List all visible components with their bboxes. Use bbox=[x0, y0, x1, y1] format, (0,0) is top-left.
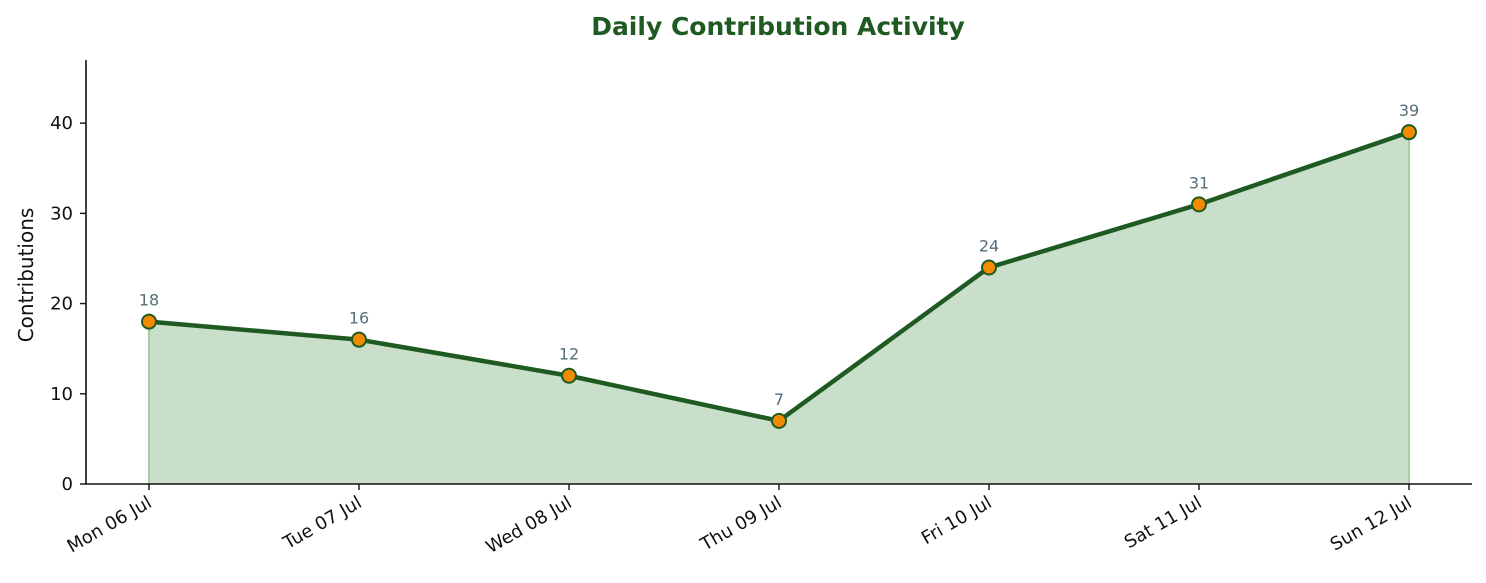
y-tick-label: 0 bbox=[62, 474, 73, 495]
data-label: 31 bbox=[1189, 173, 1209, 192]
data-label: 24 bbox=[979, 236, 999, 255]
y-tick-label: 10 bbox=[50, 384, 73, 405]
data-label: 39 bbox=[1399, 101, 1419, 120]
x-tick-label: Thu 09 Jul bbox=[696, 492, 785, 556]
data-point bbox=[141, 313, 157, 330]
data-point bbox=[561, 367, 577, 384]
data-label: 16 bbox=[349, 309, 369, 328]
data-label: 18 bbox=[139, 291, 159, 310]
y-tick-label: 30 bbox=[50, 203, 73, 224]
area-fill bbox=[149, 132, 1409, 484]
data-point bbox=[1191, 196, 1207, 213]
data-label: 12 bbox=[559, 345, 579, 364]
data-point bbox=[981, 259, 997, 276]
y-axis-title: Contributions bbox=[14, 208, 38, 343]
x-tick-label: Sun 12 Jul bbox=[1327, 492, 1416, 555]
x-tick-label: Mon 06 Jul bbox=[64, 492, 156, 557]
data-point bbox=[771, 412, 787, 429]
data-point bbox=[351, 331, 367, 348]
x-tick-label: Tue 07 Jul bbox=[279, 492, 366, 554]
chart-title: Daily Contribution Activity bbox=[591, 12, 965, 41]
data-point bbox=[1401, 124, 1417, 141]
plot-area: 0 10 20 30 40 Mon 06 Jul Tue 07 Jul Wed 08 Jul T… bbox=[50, 60, 1472, 558]
y-tick-label: 40 bbox=[50, 113, 73, 134]
x-tick-label: Sat 11 Jul bbox=[1121, 492, 1206, 553]
data-label: 7 bbox=[774, 390, 784, 409]
x-tick-label: Fri 10 Jul bbox=[918, 492, 996, 549]
x-tick-label: Wed 08 Jul bbox=[482, 492, 575, 558]
y-tick-label: 20 bbox=[50, 294, 73, 315]
